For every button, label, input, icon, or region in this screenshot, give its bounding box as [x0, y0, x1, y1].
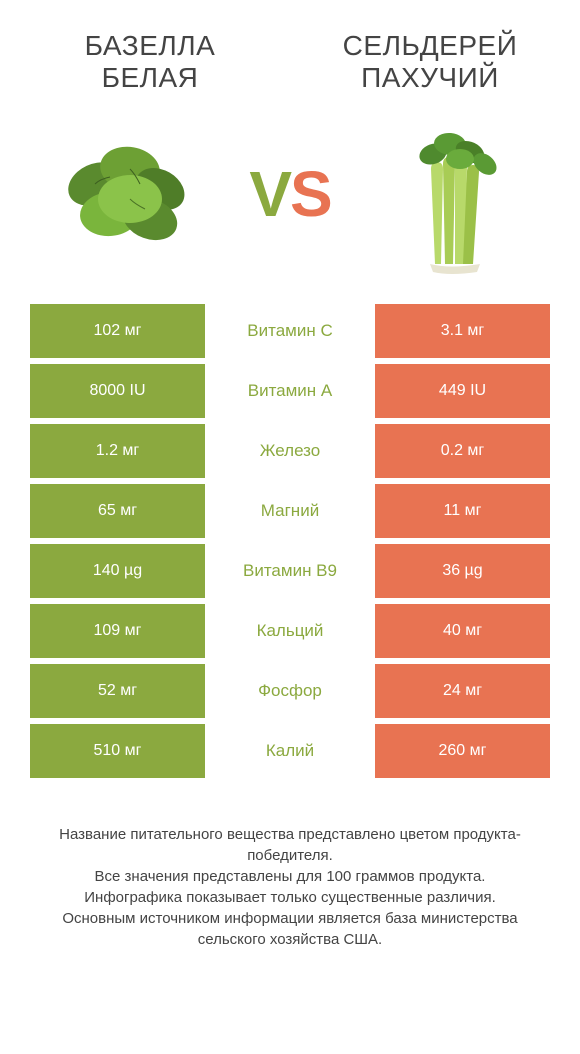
cell-right-value: 0.2 мг — [375, 424, 550, 478]
cell-nutrient-label: Железо — [205, 424, 375, 478]
footer-notes: Название питательного вещества представл… — [0, 784, 580, 970]
hero-row: VS — [0, 104, 580, 304]
title-right: СЕЛЬДЕРЕЙ ПАХУЧИЙ — [320, 30, 540, 94]
comparison-table: 102 мгВитамин C3.1 мг 8000 IUВитамин A449… — [0, 304, 580, 778]
cell-right-value: 11 мг — [375, 484, 550, 538]
cell-left-value: 1.2 мг — [30, 424, 205, 478]
table-row: 8000 IUВитамин A449 IU — [30, 364, 550, 418]
header: БАЗЕЛЛА БЕЛАЯ СЕЛЬДЕРЕЙ ПАХУЧИЙ — [0, 0, 580, 104]
footer-line: Название питательного вещества представл… — [30, 824, 550, 866]
table-row: 1.2 мгЖелезо0.2 мг — [30, 424, 550, 478]
table-row: 109 мгКальций40 мг — [30, 604, 550, 658]
footer-line: Все значения представлены для 100 граммо… — [30, 866, 550, 887]
vs-v: V — [249, 158, 290, 230]
cell-right-value: 36 µg — [375, 544, 550, 598]
celery-icon — [385, 114, 515, 274]
cell-right-value: 40 мг — [375, 604, 550, 658]
table-row: 102 мгВитамин C3.1 мг — [30, 304, 550, 358]
cell-nutrient-label: Витамин C — [205, 304, 375, 358]
cell-right-value: 3.1 мг — [375, 304, 550, 358]
table-row: 52 мгФосфор24 мг — [30, 664, 550, 718]
cell-right-value: 24 мг — [375, 664, 550, 718]
table-row: 65 мгМагний11 мг — [30, 484, 550, 538]
cell-left-value: 8000 IU — [30, 364, 205, 418]
cell-left-value: 65 мг — [30, 484, 205, 538]
cell-right-value: 449 IU — [375, 364, 550, 418]
cell-nutrient-label: Кальций — [205, 604, 375, 658]
cell-right-value: 260 мг — [375, 724, 550, 778]
cell-nutrient-label: Витамин B9 — [205, 544, 375, 598]
basella-leaves-icon — [55, 129, 205, 259]
celery-image — [370, 114, 530, 274]
cell-left-value: 140 µg — [30, 544, 205, 598]
cell-nutrient-label: Витамин A — [205, 364, 375, 418]
footer-line: Основным источником информации является … — [30, 908, 550, 950]
basella-image — [50, 114, 210, 274]
vs-s: S — [290, 158, 331, 230]
vs-label: VS — [249, 157, 330, 231]
cell-nutrient-label: Фосфор — [205, 664, 375, 718]
cell-nutrient-label: Калий — [205, 724, 375, 778]
cell-left-value: 52 мг — [30, 664, 205, 718]
table-row: 140 µgВитамин B936 µg — [30, 544, 550, 598]
cell-nutrient-label: Магний — [205, 484, 375, 538]
table-row: 510 мгКалий260 мг — [30, 724, 550, 778]
cell-left-value: 510 мг — [30, 724, 205, 778]
cell-left-value: 109 мг — [30, 604, 205, 658]
cell-left-value: 102 мг — [30, 304, 205, 358]
title-left: БАЗЕЛЛА БЕЛАЯ — [40, 30, 260, 94]
footer-line: Инфографика показывает только существенн… — [30, 887, 550, 908]
